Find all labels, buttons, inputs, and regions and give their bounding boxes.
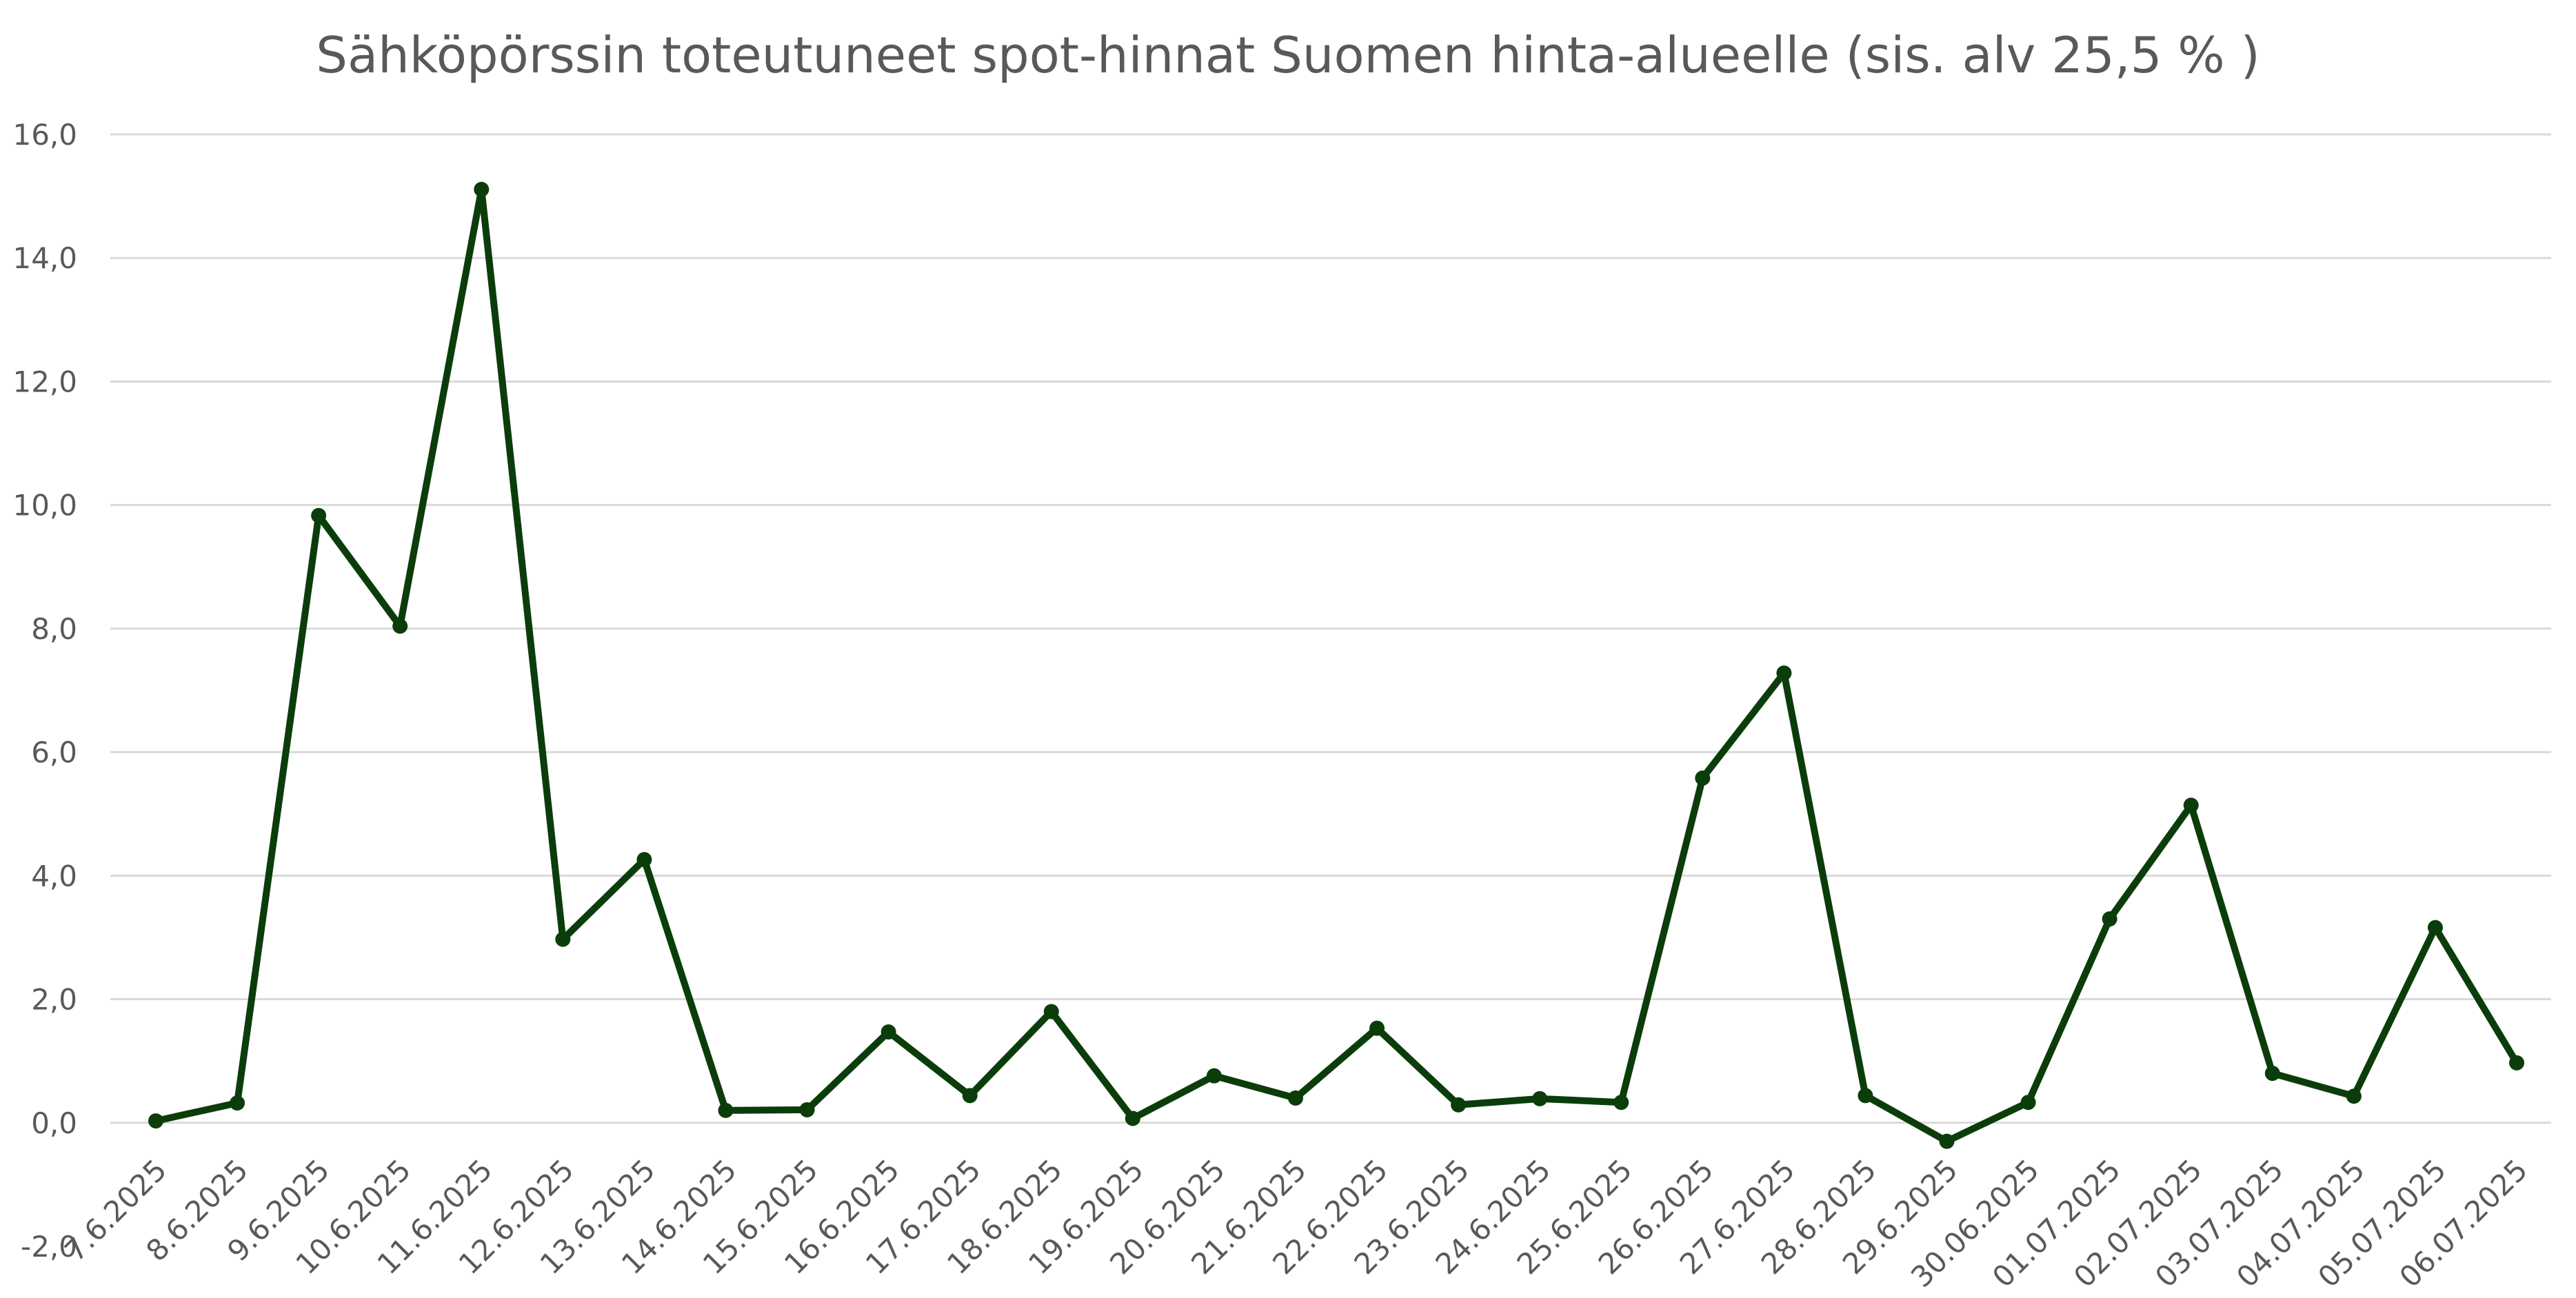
data-point bbox=[2509, 1055, 2524, 1071]
series-line bbox=[152, 185, 2520, 1145]
y-tick-label: -2,0 bbox=[21, 1230, 77, 1264]
data-point bbox=[2102, 911, 2117, 927]
y-tick-label: 14,0 bbox=[12, 241, 77, 275]
data-point bbox=[799, 1102, 815, 1117]
data-point bbox=[2427, 920, 2443, 935]
data-point bbox=[392, 618, 408, 634]
data-point bbox=[1613, 1095, 1629, 1111]
y-tick-label: 12,0 bbox=[12, 365, 77, 398]
data-point bbox=[2020, 1095, 2036, 1111]
data-point bbox=[718, 1102, 734, 1118]
chart-title: Sähköpörssin toteutuneet spot-hinnat Suo… bbox=[316, 26, 2260, 84]
data-point bbox=[636, 852, 652, 868]
data-point bbox=[148, 1113, 163, 1129]
y-tick-label: 2,0 bbox=[31, 983, 77, 1017]
data-point bbox=[1043, 1004, 1059, 1020]
data-point bbox=[2346, 1088, 2362, 1104]
y-tick-label: 4,0 bbox=[31, 859, 77, 893]
data-point bbox=[230, 1095, 245, 1111]
data-point bbox=[962, 1088, 978, 1104]
data-point bbox=[1858, 1088, 1873, 1104]
data-point bbox=[311, 507, 327, 523]
data-point bbox=[1125, 1111, 1140, 1126]
y-tick-label: 6,0 bbox=[31, 736, 77, 769]
data-point bbox=[1206, 1068, 1222, 1084]
y-tick-label: 16,0 bbox=[12, 118, 77, 152]
data-point bbox=[2183, 798, 2199, 813]
data-point bbox=[1369, 1020, 1385, 1036]
data-point bbox=[881, 1024, 896, 1040]
data-point bbox=[1532, 1091, 1548, 1106]
data-point bbox=[1695, 770, 1711, 786]
data-point bbox=[2264, 1066, 2280, 1082]
data-point bbox=[1287, 1090, 1303, 1106]
data-point bbox=[555, 931, 571, 947]
y-tick-label: 10,0 bbox=[12, 489, 77, 523]
y-tick-label: 8,0 bbox=[31, 612, 77, 646]
data-point bbox=[474, 181, 490, 197]
data-point bbox=[1939, 1133, 1955, 1149]
data-point bbox=[1776, 665, 1792, 681]
data-point bbox=[1451, 1097, 1467, 1113]
y-tick-label: 0,0 bbox=[31, 1106, 77, 1140]
